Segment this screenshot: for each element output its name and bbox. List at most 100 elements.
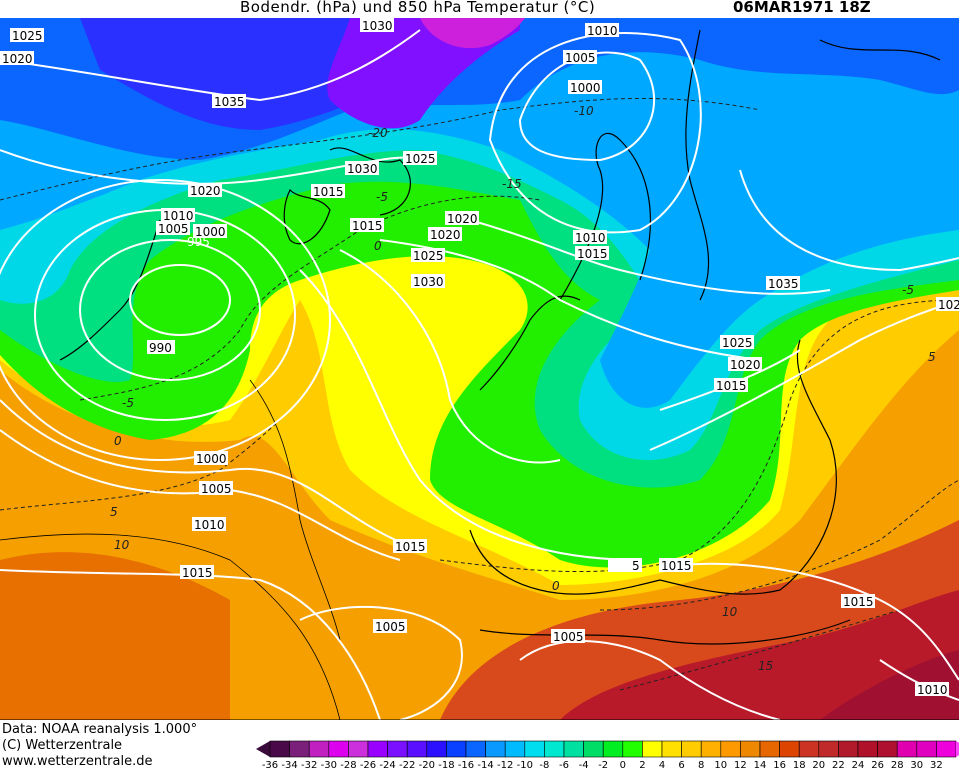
svg-text:1020: 1020 [447,212,478,226]
legend-swatch [700,740,722,758]
isobar-label: 1035 [212,94,246,109]
svg-text:1035: 1035 [214,95,245,109]
isobar-label: 1030 [360,18,394,33]
legend-swatch [328,740,349,758]
legend-swatch [524,740,545,758]
svg-text:1015: 1015 [182,566,213,580]
legend-tick-label: 16 [773,760,786,770]
legend-swatch [602,740,624,758]
isobar-label: 1015 [659,558,693,573]
legend-tick-label: -4 [579,760,589,770]
legend-tick-label: -12 [497,760,513,770]
isotherm-label: 10 [114,538,130,552]
data-source: Data: NOAA reanalysis 1.000° [2,722,198,737]
svg-text:1005: 1005 [553,630,584,644]
legend-tick-label: 0 [620,760,626,770]
isobars [0,29,959,720]
svg-text:1005: 1005 [158,222,189,236]
legend-swatch [642,740,663,758]
isobar-label: 1010 [573,230,607,245]
svg-text:995: 995 [187,235,210,249]
legend-tick-label: 22 [832,760,845,770]
legend-swatch [720,740,741,758]
legend-tick-label: -24 [379,760,395,770]
isobar-label: 1015 [575,246,609,261]
isobar-label: 1015 [714,378,748,393]
svg-text:1020: 1020 [730,358,761,372]
legend-swatch [681,740,702,758]
svg-text:1010: 1010 [587,24,618,38]
legend-tick-label: -8 [539,760,549,770]
legend-swatch [504,740,526,758]
legend-tick-label: -6 [559,760,569,770]
legend-swatch [759,740,780,758]
svg-text:1025: 1025 [12,29,43,43]
legend-tick-label: -28 [340,760,356,770]
svg-text:1015: 1015 [577,247,608,261]
isobar-label: 1030 [345,161,379,176]
isobar-label: 1025 [10,28,44,43]
temp-field-darkred [560,590,959,720]
legend-high-arrow [956,741,959,757]
isobar-label: 1005 [199,481,233,496]
svg-text:1010: 1010 [575,231,606,245]
legend-swatch [406,740,428,758]
legend-swatch [877,740,898,758]
temp-field-magenta [420,18,525,49]
isobar-label: 1020 [445,211,479,226]
legend-low-arrow [256,741,270,757]
isobar-label: 1015 [393,539,427,554]
legend-tick-label: 20 [812,760,825,770]
isobar-label: 1005 [373,619,407,634]
svg-text:1015: 1015 [313,185,344,199]
legend-swatch [387,740,408,758]
isobar-label: 1010 [915,682,949,697]
legend-swatch [661,740,682,758]
website-link[interactable]: www.wetterzentrale.de [2,754,153,769]
legend-swatch [622,740,643,758]
isotherm-label: -15 [502,177,522,191]
isobar-label: 1000 [194,451,228,466]
legend-tick-label: -34 [281,760,297,770]
svg-text:1000: 1000 [196,452,227,466]
svg-text:1015: 1015 [395,540,426,554]
svg-text:990: 990 [149,341,172,355]
isobar-label: 1025 [720,335,754,350]
legend-tick-label: -14 [477,760,493,770]
legend-swatch [896,740,918,758]
legend-swatch [348,740,369,758]
isotherm-label: 0 [114,434,122,448]
isobar-label: 102 [936,297,959,312]
color-scale-legend: -36 -34 -32 -30 -28 -26 -24 -22 -20 -18 -16 -14 -12-… [256,740,959,770]
isobar-label: 1010 [161,208,195,223]
svg-text:1015: 1015 [716,379,747,393]
isobar-label: 1015 [841,594,875,609]
isobar-label: 1005 [563,50,597,65]
svg-text:102: 102 [938,298,959,312]
legend-swatch [798,740,820,758]
isobar-labels: 1025 1020 1030 1010 1005 1000 1035 1030 … [0,18,959,697]
isobar-label: 1015 [350,218,384,233]
legend-swatch [818,740,839,758]
legend-tick-label: -32 [301,760,317,770]
svg-text:1030: 1030 [347,162,378,176]
legend-swatch [308,740,330,758]
legend-swatch [936,740,957,758]
legend-swatch [563,740,584,758]
legend-tick-label: -26 [360,760,376,770]
isobar-label: 1030 [411,274,445,289]
isobar-label: 1015 [311,184,345,199]
isobar-label: 1020 [188,183,222,198]
legend-tick-label: -2 [598,760,608,770]
isotherm-label: 5 [110,505,118,519]
svg-text:1025: 1025 [722,336,753,350]
svg-text:1025: 1025 [413,249,444,263]
isobar-label: 1015 [180,565,214,580]
legend-tick-label: 18 [793,760,806,770]
legend-swatch [289,740,310,758]
legend-tick-label: -10 [517,760,533,770]
legend-tick-label: 4 [659,760,665,770]
legend-tick-label: 14 [754,760,767,770]
temp-field-darkred2 [820,650,959,720]
legend-tick-label: 30 [910,760,923,770]
